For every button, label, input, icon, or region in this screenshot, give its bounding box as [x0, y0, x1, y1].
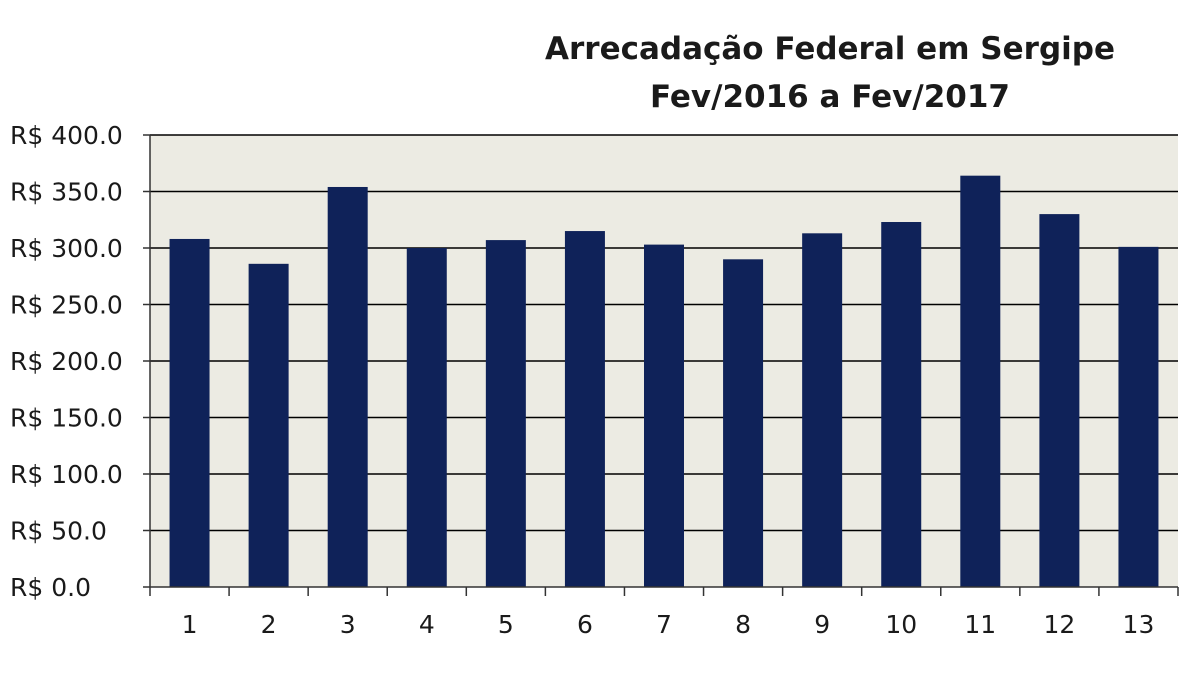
chart-title: Arrecadação Federal em Sergipe: [545, 31, 1115, 67]
y-tick-label: R$ 0.0: [10, 573, 91, 602]
bar: [644, 244, 684, 588]
bar: [723, 259, 764, 587]
bar: [960, 175, 1001, 587]
y-tick-label: R$ 350.0: [10, 178, 123, 207]
y-tick-label: R$ 250.0: [10, 291, 123, 320]
x-tick-label: 6: [577, 610, 593, 639]
x-tick-label: 5: [498, 610, 514, 639]
y-tick-label: R$ 150.0: [10, 404, 123, 433]
bar: [327, 186, 368, 588]
y-tick-label: R$ 400.0: [10, 121, 123, 150]
x-tick-label: 8: [735, 610, 751, 639]
y-tick-label: R$ 300.0: [10, 234, 123, 263]
y-tick-label: R$ 50.0: [10, 517, 107, 546]
bar: [406, 248, 447, 587]
x-tick-label: 1: [182, 610, 198, 639]
x-tick-label: 2: [261, 610, 277, 639]
bar: [802, 233, 843, 587]
x-tick-label: 11: [964, 610, 996, 639]
bar: [564, 231, 605, 588]
x-tick-label: 13: [1123, 610, 1155, 639]
bar: [485, 240, 526, 587]
x-tick-label: 10: [885, 610, 917, 639]
x-tick-label: 4: [419, 610, 435, 639]
bar: [881, 222, 922, 587]
x-tick-label: 12: [1043, 610, 1075, 639]
y-tick-label: R$ 100.0: [10, 460, 123, 489]
bar: [1118, 246, 1159, 587]
x-tick-label: 7: [656, 610, 672, 639]
y-tick-label: R$ 200.0: [10, 347, 123, 376]
bar: [1039, 214, 1080, 587]
bar: [169, 238, 210, 587]
x-tick-label: 3: [340, 610, 356, 639]
x-tick-label: 9: [814, 610, 830, 639]
chart-subtitle: Fev/2016 a Fev/2017: [649, 79, 1010, 115]
bar: [248, 263, 289, 587]
